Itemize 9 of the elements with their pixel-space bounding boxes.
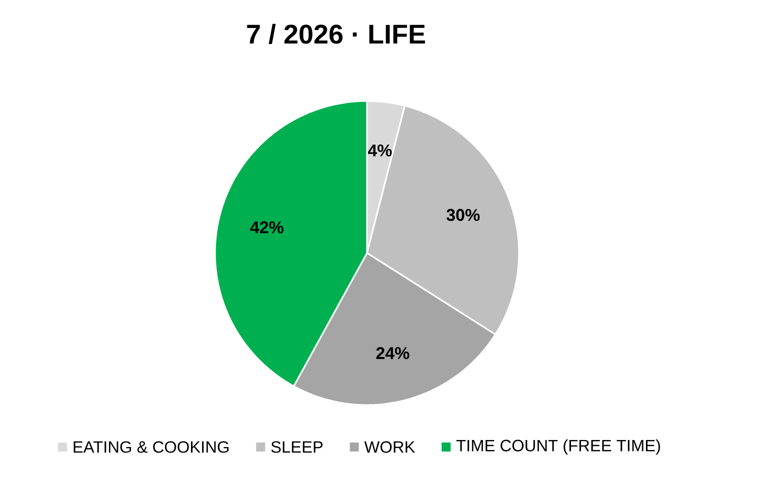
data-label: 24%	[376, 347, 410, 360]
legend-label: WORK	[364, 441, 416, 453]
legend-label: SLEEP	[271, 441, 323, 453]
legend-label: EATING & COOKING	[74, 441, 229, 453]
data-label: 30%	[446, 208, 480, 221]
data-label: 4%	[368, 144, 392, 156]
data-label: 42%	[250, 221, 284, 234]
legend-label: TIME COUNT (FREE TIME)	[456, 439, 660, 455]
chart-title: 7 / 2026 · LIFE	[247, 24, 425, 44]
